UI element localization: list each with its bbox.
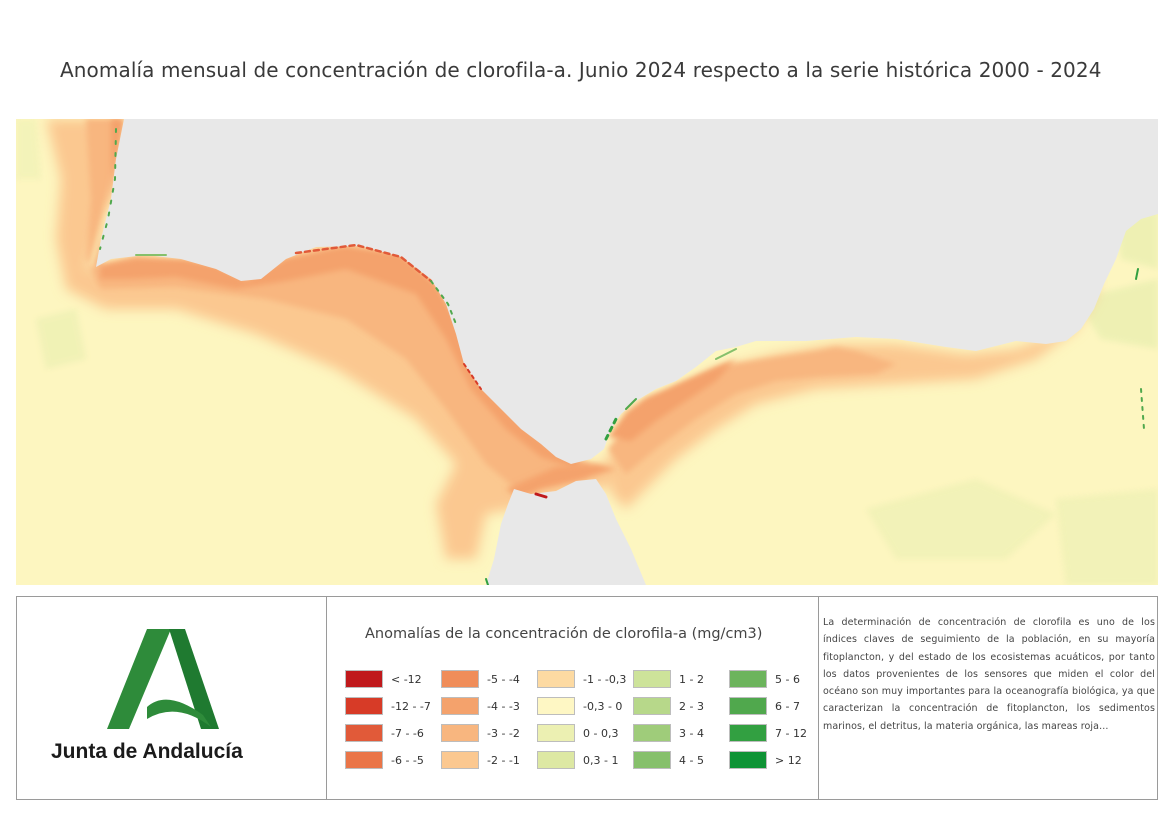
legend-swatch [633, 670, 671, 688]
legend-swatch [537, 670, 575, 688]
legend-label: -1 - -0,3 [583, 672, 627, 686]
legend-item: -2 - -1 [441, 750, 520, 770]
legend-swatch [633, 751, 671, 769]
legend-item: -12 - -7 [345, 696, 431, 716]
legend-label: -0,3 - 0 [583, 699, 623, 713]
legend-label: 2 - 3 [679, 699, 704, 713]
legend-item: 4 - 5 [633, 750, 704, 770]
legend-item: -5 - -4 [441, 669, 520, 689]
legend-label: -2 - -1 [487, 753, 520, 767]
legend-item: -4 - -3 [441, 696, 520, 716]
legend-item: -7 - -6 [345, 723, 424, 743]
legend-swatch [441, 751, 479, 769]
description-text: La determinación de concentración de clo… [823, 617, 1155, 732]
legend-label: 5 - 6 [775, 672, 800, 686]
legend-title: Anomalías de la concentración de clorofi… [365, 626, 763, 642]
legend-swatch [345, 751, 383, 769]
legend-item: 2 - 3 [633, 696, 704, 716]
legend-label: 4 - 5 [679, 753, 704, 767]
legend-item: 0 - 0,3 [537, 723, 618, 743]
legend-label: -4 - -3 [487, 699, 520, 713]
page-title: Anomalía mensual de concentración de clo… [60, 58, 1102, 82]
legend-item: -1 - -0,3 [537, 669, 626, 689]
legend-panel: Anomalías de la concentración de clorofi… [327, 596, 819, 800]
legend-item: -3 - -2 [441, 723, 520, 743]
junta-andalucia-logo-icon [107, 629, 219, 729]
brand-name: Junta de Andalucía [51, 740, 243, 763]
legend-swatch [633, 697, 671, 715]
description-panel: La determinación de concentración de clo… [818, 596, 1158, 800]
coastline-fringe [99, 128, 1145, 585]
legend-label: 1 - 2 [679, 672, 704, 686]
legend-swatch [441, 670, 479, 688]
legend-label: -7 - -6 [391, 726, 424, 740]
chlorophyll-anomaly-map [16, 119, 1158, 585]
legend-swatch [729, 670, 767, 688]
map-footer: Junta de Andalucía Anomalías de la conce… [16, 596, 1158, 800]
legend-swatch [345, 724, 383, 742]
legend-item: 3 - 4 [633, 723, 704, 743]
legend-label: > 12 [775, 753, 802, 767]
legend-item: -0,3 - 0 [537, 696, 622, 716]
legend-swatch [729, 724, 767, 742]
legend-label: < -12 [391, 672, 422, 686]
legend-item: 0,3 - 1 [537, 750, 618, 770]
legend-swatch [441, 724, 479, 742]
legend-label: -6 - -5 [391, 753, 424, 767]
legend-label: -12 - -7 [391, 699, 431, 713]
legend-swatch [537, 751, 575, 769]
legend-swatch [633, 724, 671, 742]
legend-label: 7 - 12 [775, 726, 807, 740]
legend-item: 7 - 12 [729, 723, 807, 743]
logo-panel: Junta de Andalucía [16, 596, 327, 800]
legend-swatch [729, 751, 767, 769]
legend-swatch [537, 697, 575, 715]
legend-item: 6 - 7 [729, 696, 800, 716]
legend-label: 6 - 7 [775, 699, 800, 713]
land-africa [486, 479, 646, 585]
legend-label: 0,3 - 1 [583, 753, 619, 767]
legend-item: < -12 [345, 669, 422, 689]
legend-label: 3 - 4 [679, 726, 704, 740]
legend-label: -5 - -4 [487, 672, 520, 686]
legend-swatch [441, 697, 479, 715]
legend-swatch [345, 670, 383, 688]
legend-item: 5 - 6 [729, 669, 800, 689]
legend-swatch [729, 697, 767, 715]
legend-item: 1 - 2 [633, 669, 704, 689]
legend-swatch [537, 724, 575, 742]
legend-item: -6 - -5 [345, 750, 424, 770]
legend-label: 0 - 0,3 [583, 726, 619, 740]
legend-swatch [345, 697, 383, 715]
legend-item: > 12 [729, 750, 802, 770]
land-iberia [96, 119, 1158, 464]
legend-label: -3 - -2 [487, 726, 520, 740]
